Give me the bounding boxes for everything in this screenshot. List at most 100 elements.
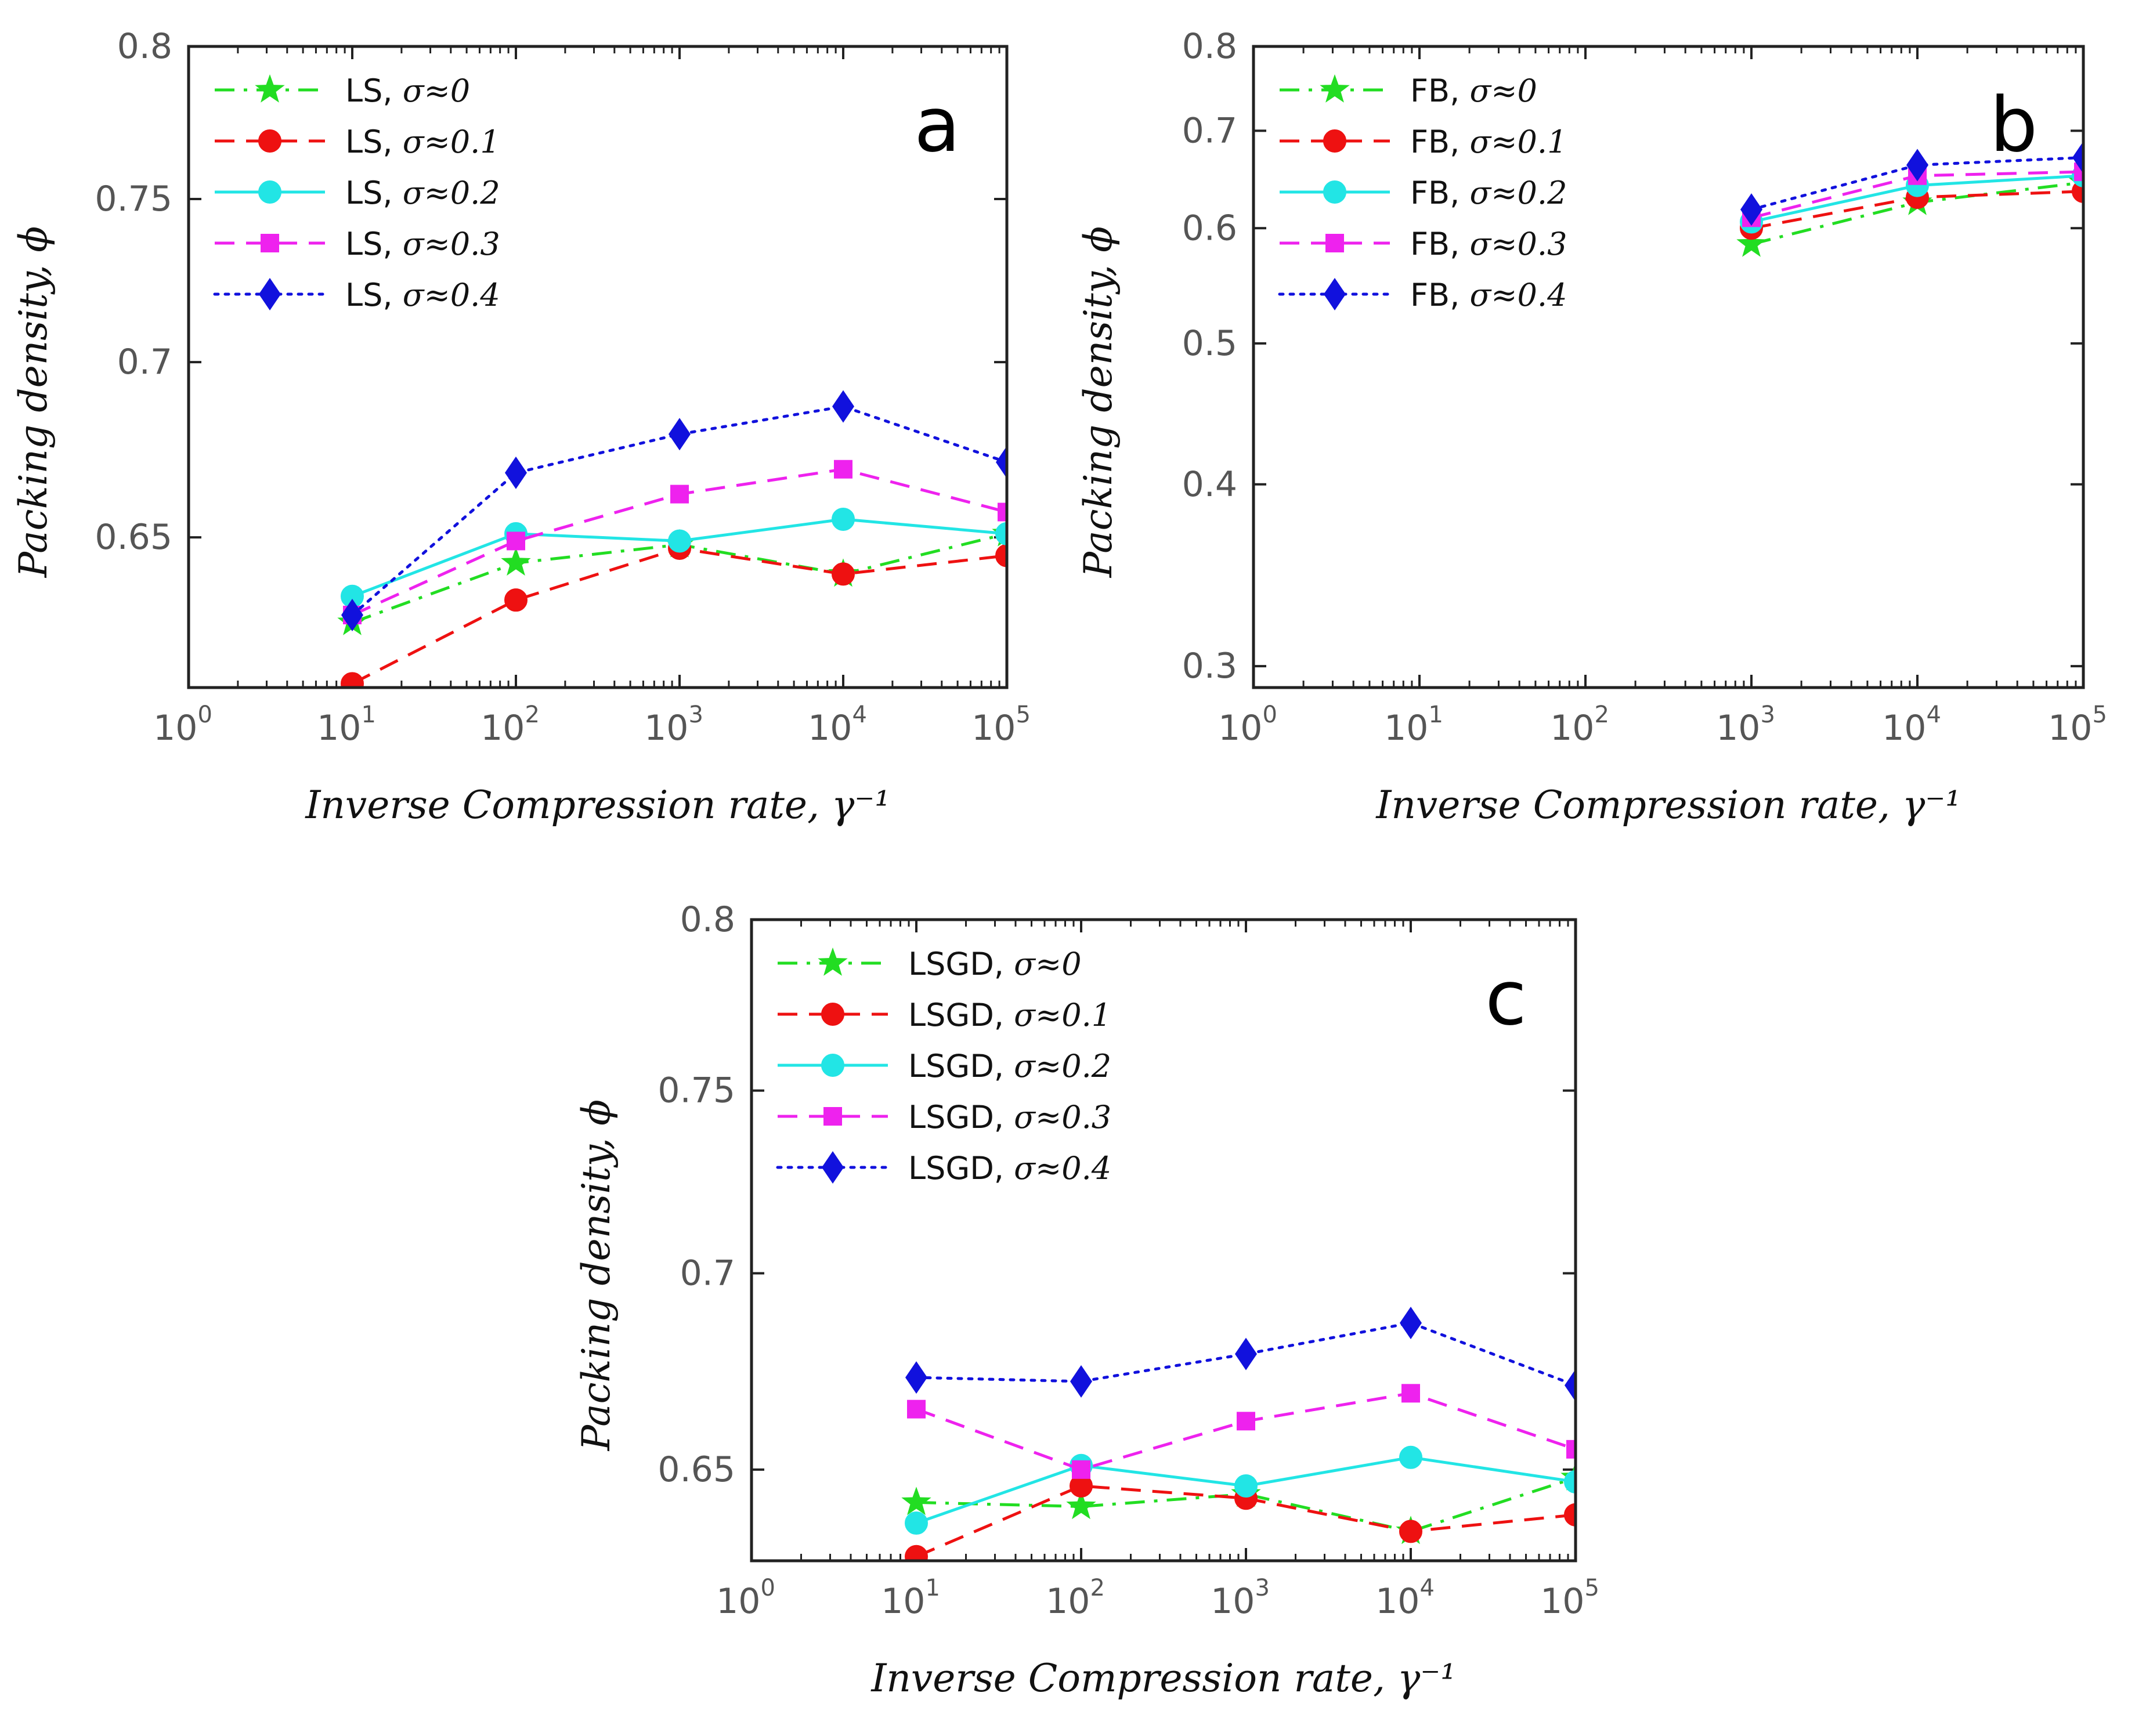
legend-marker-square [1325, 234, 1344, 252]
plot-area [189, 46, 1007, 688]
legend-marker-star [255, 74, 285, 103]
legend-label-sigma: σ≈0.1 [1014, 997, 1111, 1033]
x-tick-exponent: 2 [1594, 701, 1609, 728]
legend-label-prefix: FB, [1410, 73, 1469, 109]
x-axis: 100 101 102 103 104 105 [153, 46, 1031, 748]
data-point-circle [1399, 1520, 1422, 1543]
x-tick-label: 103 [1211, 1575, 1270, 1622]
legend-entry: LS, σ≈0 [215, 73, 470, 109]
data-point-star [1066, 1491, 1096, 1520]
legend-entry: LS, σ≈0.3 [215, 226, 500, 262]
y-axis-label: Packing density, ϕ [1076, 226, 1121, 578]
x-tick-base: 10 [716, 1581, 760, 1622]
legend-marker-circle [821, 1003, 844, 1026]
legend-label-prefix: LSGD, [908, 997, 1014, 1033]
legend-entry: LSGD, σ≈0.1 [778, 997, 1111, 1033]
y-tick-label: 0.7 [117, 342, 172, 382]
x-axis-label: Inverse Compression rate, γ⁻¹ [870, 1656, 1455, 1701]
y-tick-label: 0.65 [658, 1449, 735, 1490]
x-tick-label: 100 [153, 701, 212, 748]
y-tick-label: 0.75 [95, 179, 172, 219]
plot-area [752, 920, 1576, 1561]
legend-label: LSGD, σ≈0 [908, 946, 1082, 982]
x-tick-label: 103 [1716, 701, 1775, 748]
data-point-circle [905, 1511, 928, 1535]
legend-label-prefix: LS, [345, 175, 403, 211]
legend-entry: LSGD, σ≈0.3 [778, 1099, 1111, 1135]
legend-marker-circle [258, 129, 281, 153]
legend-label: LS, σ≈0.1 [345, 124, 500, 160]
legend-label-prefix: LS, [345, 277, 403, 313]
data-point-square [1237, 1412, 1255, 1431]
series-3 [907, 1384, 1576, 1479]
x-tick-exponent: 5 [2092, 701, 2107, 728]
x-tick-exponent: 1 [361, 701, 375, 728]
y-axis: 0.65 0.7 0.75 0.8 [658, 899, 1576, 1490]
legend-label: LS, σ≈0 [345, 73, 470, 109]
legend-label: LSGD, σ≈0.1 [908, 997, 1111, 1033]
data-point-diamond [905, 1361, 927, 1394]
x-tick-base: 10 [1550, 708, 1594, 748]
y-tick-label: 0.7 [680, 1253, 735, 1294]
data-point-diamond [669, 418, 691, 451]
y-axis: 0.3 0.4 0.5 0.6 0.7 0.8 [1182, 26, 2083, 686]
data-point-diamond [2072, 141, 2083, 174]
y-tick-label: 0.5 [1182, 323, 1237, 364]
x-tick-base: 10 [1384, 708, 1428, 748]
legend-label-sigma: σ≈0.1 [1469, 124, 1567, 160]
x-axis-label: Inverse Compression rate, γ⁻¹ [305, 783, 890, 827]
x-tick-exponent: 0 [197, 701, 212, 728]
legend-entry: LS, σ≈0.2 [215, 175, 500, 211]
data-point-diamond [341, 599, 363, 632]
legend-label: LSGD, σ≈0.4 [908, 1150, 1111, 1187]
x-tick-label: 102 [481, 701, 540, 748]
legend-entry: LSGD, σ≈0.2 [778, 1048, 1111, 1084]
series-group [1736, 141, 2083, 257]
y-tick-label: 0.8 [1182, 26, 1237, 67]
data-point-circle [504, 588, 528, 612]
x-tick-exponent: 1 [925, 1575, 940, 1601]
x-tick-base: 10 [481, 708, 525, 748]
x-tick-base: 10 [1046, 1581, 1090, 1622]
legend-label-sigma: σ≈0.2 [1014, 1048, 1111, 1084]
data-point-square [998, 502, 1007, 522]
panel-label: b [1990, 81, 2038, 169]
legend-label: FB, σ≈0.2 [1410, 175, 1567, 211]
x-tick-exponent: 2 [1090, 1575, 1104, 1601]
x-tick-exponent: 5 [1584, 1575, 1599, 1601]
x-tick-base: 10 [1218, 708, 1262, 748]
legend-label: FB, σ≈0.1 [1410, 124, 1567, 160]
legend-label-sigma: σ≈0.4 [403, 277, 500, 313]
legend-label-sigma: σ≈0 [403, 73, 470, 109]
legend-label-prefix: LS, [345, 124, 403, 160]
data-point-diamond [505, 456, 527, 489]
legend-marker-circle [821, 1054, 844, 1077]
y-tick-label: 0.6 [1182, 208, 1237, 248]
y-axis-label: Packing density, ϕ [11, 226, 56, 578]
series-1 [905, 1474, 1576, 1561]
y-tick-label: 0.3 [1182, 646, 1237, 686]
legend-label-sigma: σ≈0.2 [403, 175, 500, 211]
legend-entry: LS, σ≈0.4 [213, 277, 500, 313]
x-tick-exponent: 0 [1262, 701, 1277, 728]
data-point-square [507, 531, 525, 551]
x-tick-exponent: 4 [1926, 701, 1941, 728]
data-point-diamond [1400, 1307, 1422, 1340]
data-point-diamond [1565, 1369, 1576, 1402]
series-4 [1740, 141, 2083, 226]
legend-label: LS, σ≈0.2 [345, 175, 500, 211]
data-point-circle [668, 529, 691, 553]
x-tick-base: 10 [1882, 708, 1926, 748]
series-line [351, 405, 1007, 617]
data-point-diamond [1740, 193, 1762, 226]
x-tick-exponent: 0 [760, 1575, 775, 1601]
legend-entry: FB, σ≈0.3 [1280, 226, 1567, 262]
data-point-square [1072, 1460, 1090, 1479]
x-tick-label: 104 [1882, 701, 1941, 748]
legend-marker-square [261, 234, 279, 252]
x-tick-base: 10 [153, 708, 197, 748]
x-tick-label: 103 [644, 701, 703, 748]
data-point-square [834, 460, 852, 479]
x-tick-label: 101 [317, 701, 376, 748]
